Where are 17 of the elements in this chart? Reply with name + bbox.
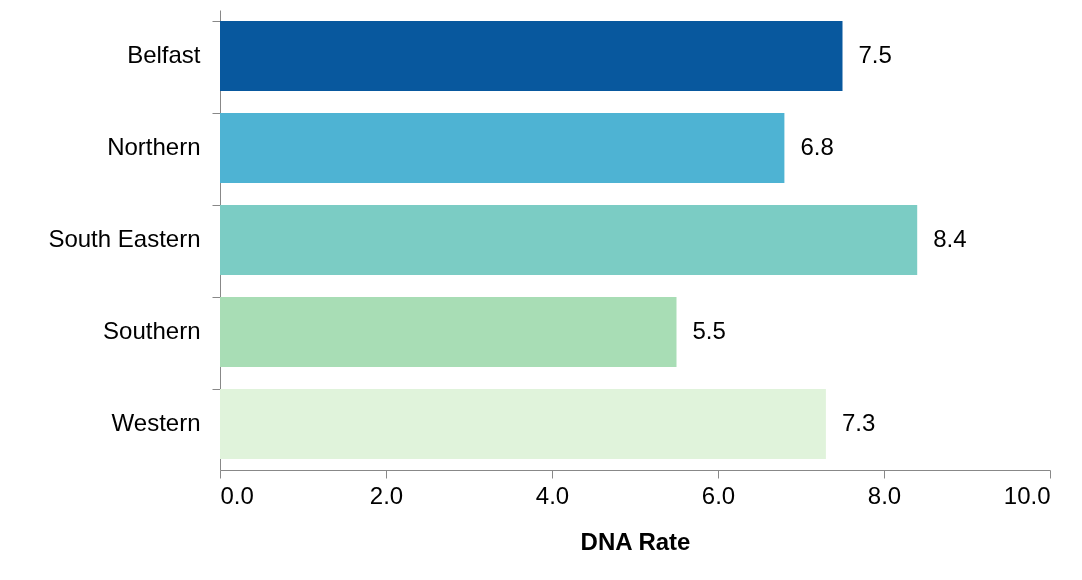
y-tick-label: Belfast [127,41,201,68]
x-axis-title: DNA Rate [580,527,691,555]
y-tick-label: South Eastern [48,225,201,252]
x-tick-label: 0.0 [220,481,254,509]
data-label: 7.3 [841,409,876,436]
data-label: 8.4 [933,225,967,252]
y-tick-label: Southern [103,317,201,344]
x-tick-label: 4.0 [535,481,570,509]
data-label: 6.8 [800,133,834,160]
y-tick-label: Northern [107,133,201,160]
data-label: 7.5 [858,41,892,68]
x-tick-label: 6.0 [701,481,736,509]
x-tick-label: 10.0 [1003,481,1051,509]
data-label: 5.5 [692,317,726,344]
y-tick-label: Western [111,409,201,436]
x-tick-label: 8.0 [867,481,902,509]
x-tick-label: 2.0 [369,481,404,509]
